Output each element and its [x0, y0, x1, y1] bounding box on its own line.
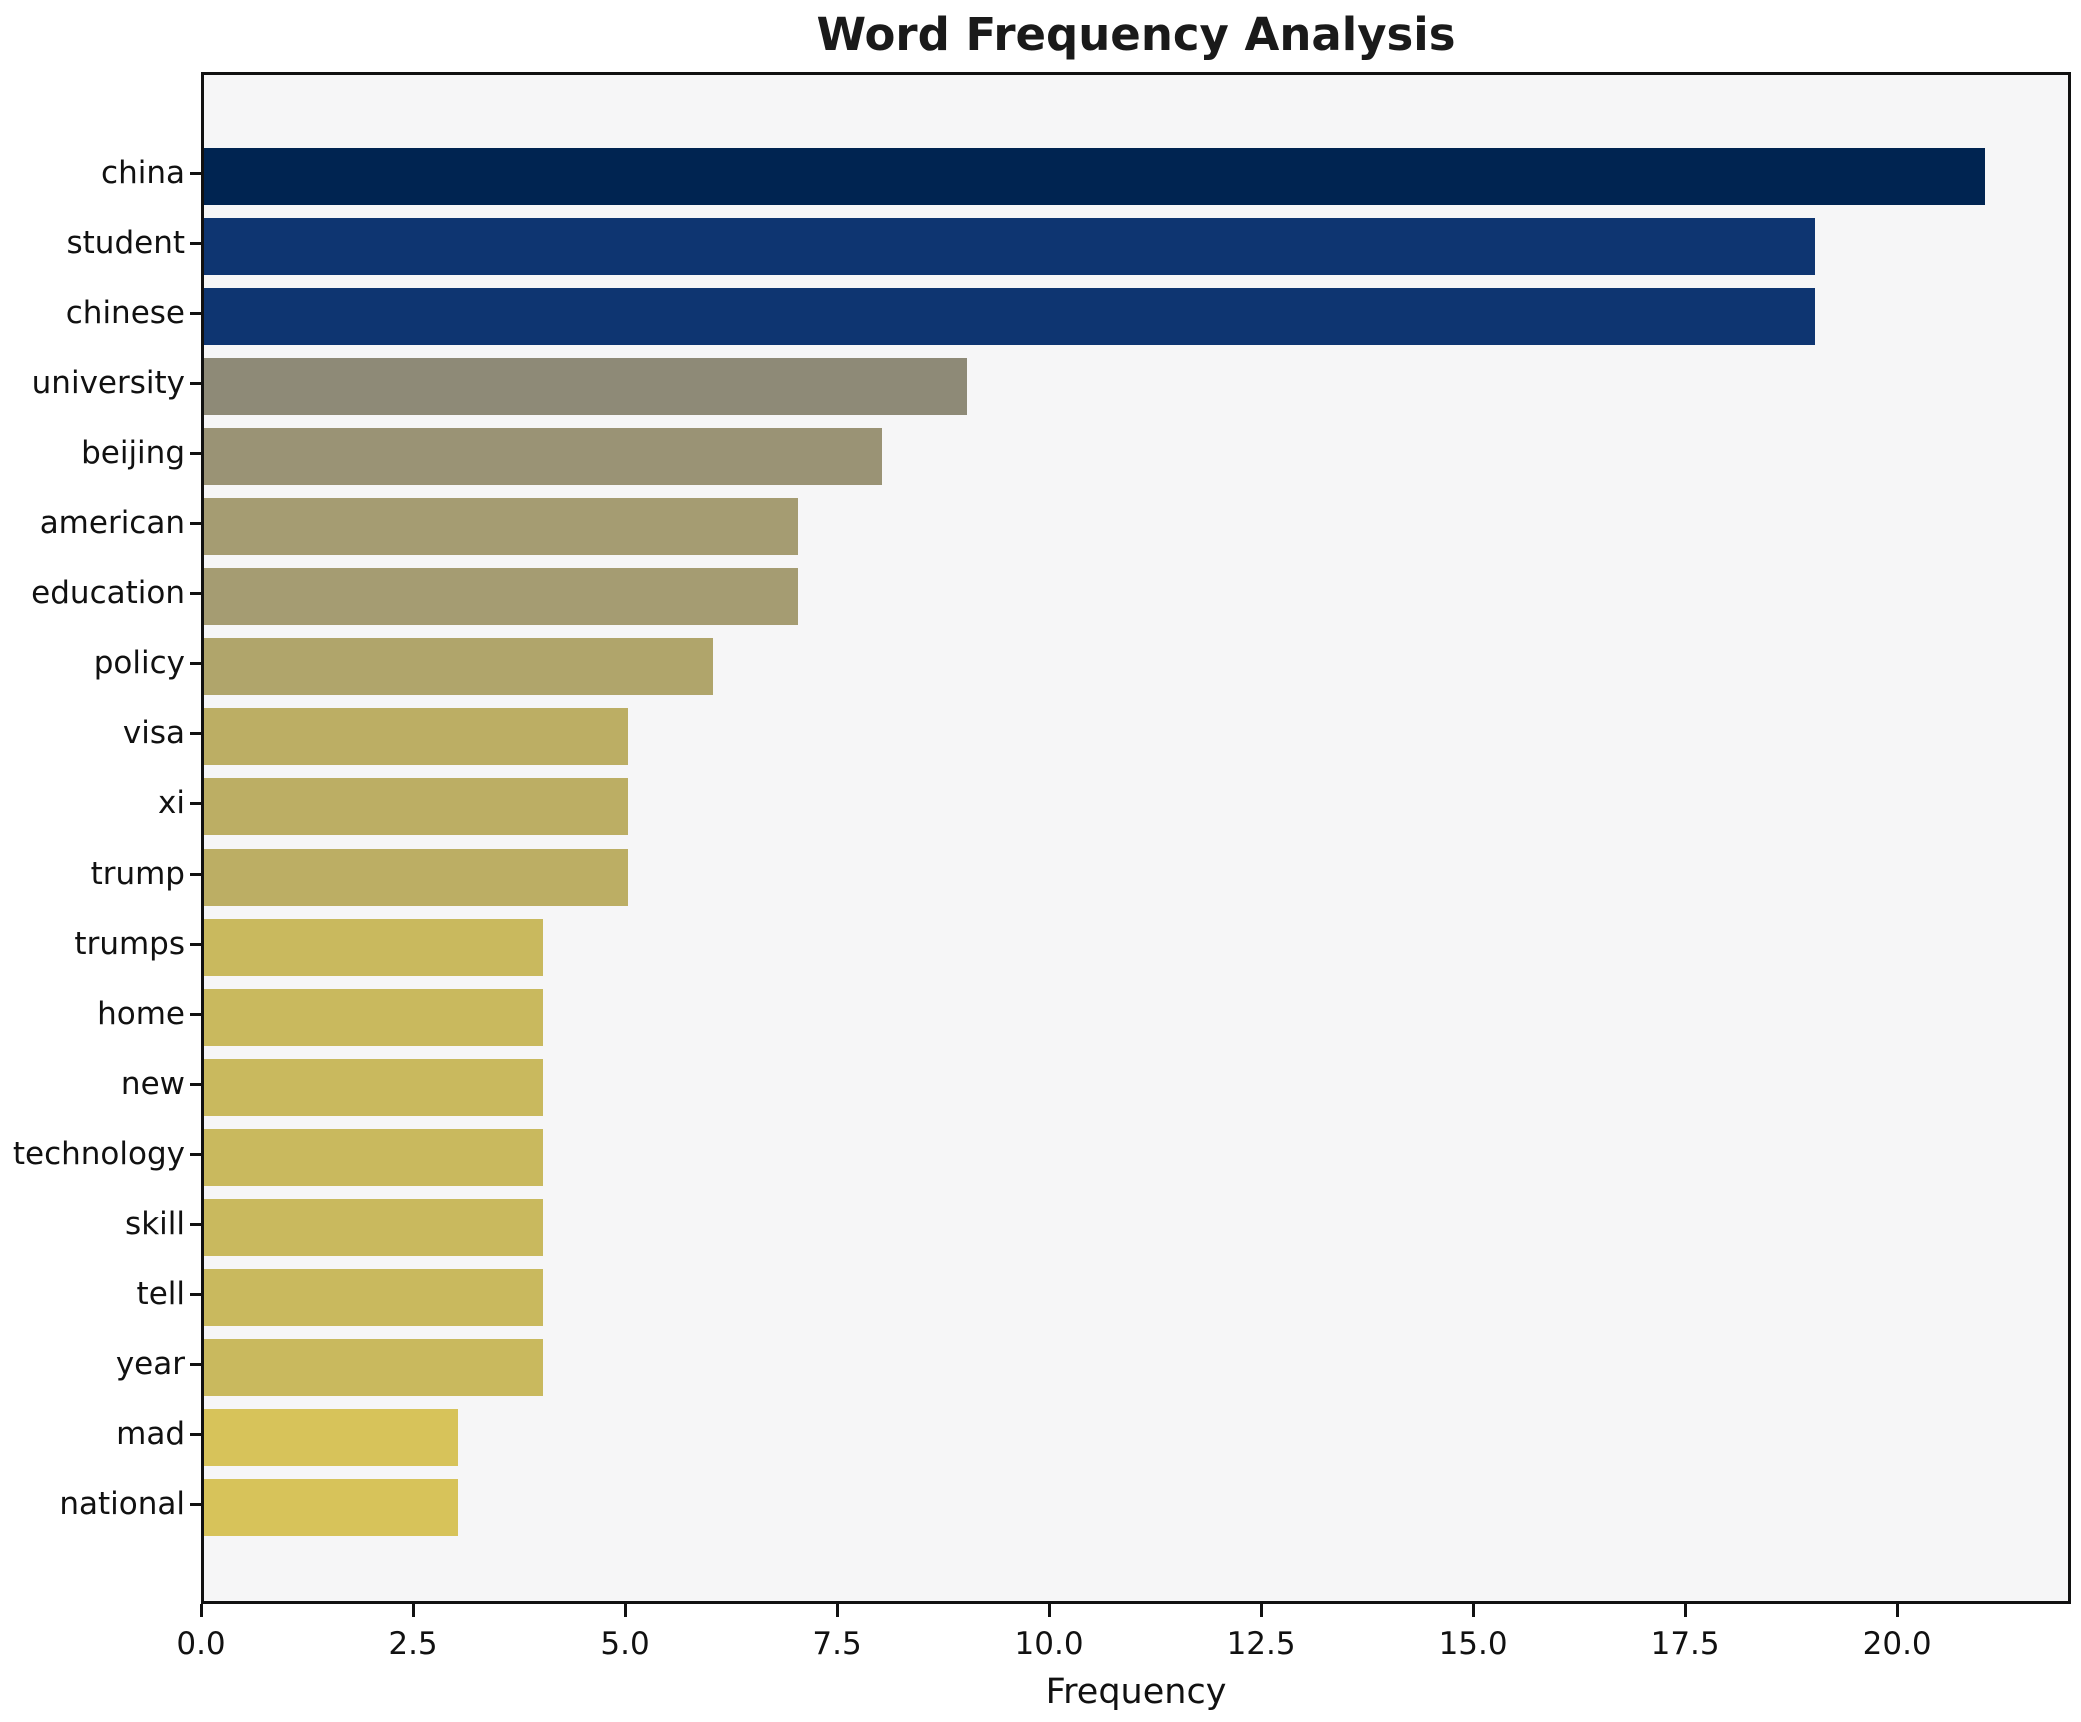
y-tick-label-university: university: [31, 364, 185, 401]
x-tick-label-20.0: 20.0: [1862, 1626, 1932, 1662]
y-tick-mark: [190, 1363, 201, 1367]
bar-xi: [204, 778, 629, 836]
bar-home: [204, 988, 544, 1046]
y-tick-label-skill: skill: [125, 1206, 185, 1243]
bar-university: [204, 357, 968, 415]
x-axis-title: Frequency: [1045, 1672, 1227, 1712]
y-tick-label-visa: visa: [122, 715, 185, 752]
bar-new: [204, 1058, 544, 1116]
y-tick-mark: [190, 311, 201, 315]
bar-tell: [204, 1269, 544, 1327]
y-tick-label-technology: technology: [12, 1135, 185, 1172]
x-tick-mark: [1683, 1604, 1687, 1617]
y-tick-mark: [190, 802, 201, 806]
y-tick-label-tell: tell: [136, 1276, 185, 1313]
y-tick-label-american: american: [39, 505, 185, 542]
y-tick-label-national: national: [59, 1486, 185, 1523]
x-tick-label-15.0: 15.0: [1438, 1626, 1508, 1662]
y-tick-mark: [190, 171, 201, 175]
x-tick-mark: [1895, 1604, 1899, 1617]
bar-skill: [204, 1199, 544, 1257]
x-tick-mark: [1259, 1604, 1263, 1617]
x-tick-mark: [1471, 1604, 1475, 1617]
x-tick-mark: [199, 1604, 203, 1617]
y-tick-label-mad: mad: [116, 1416, 185, 1453]
bar-chinese: [204, 287, 1816, 345]
y-tick-label-student: student: [66, 224, 185, 261]
y-tick-label-new: new: [120, 1065, 185, 1102]
y-tick-label-trumps: trumps: [74, 925, 185, 962]
y-tick-label-chinese: chinese: [65, 294, 185, 331]
y-tick-label-china: china: [101, 154, 185, 191]
y-tick-label-year: year: [115, 1346, 185, 1383]
x-tick-label-0.0: 0.0: [176, 1626, 226, 1662]
x-tick-label-12.5: 12.5: [1226, 1626, 1296, 1662]
bar-american: [204, 498, 798, 556]
bar-china: [204, 147, 1985, 205]
y-tick-mark: [190, 942, 201, 946]
bar-year: [204, 1339, 544, 1397]
bar-student: [204, 217, 1816, 275]
bar-technology: [204, 1128, 544, 1186]
y-tick-mark: [190, 241, 201, 245]
x-tick-label-5.0: 5.0: [600, 1626, 650, 1662]
bar-visa: [204, 708, 629, 766]
y-tick-mark: [190, 451, 201, 455]
x-tick-label-2.5: 2.5: [388, 1626, 438, 1662]
x-tick-label-7.5: 7.5: [812, 1626, 862, 1662]
bar-mad: [204, 1409, 459, 1467]
y-tick-mark: [190, 1152, 201, 1156]
y-tick-mark: [190, 592, 201, 596]
y-tick-mark: [190, 1503, 201, 1507]
y-tick-label-home: home: [97, 995, 185, 1032]
y-tick-mark: [190, 522, 201, 526]
y-tick-mark: [190, 1433, 201, 1437]
x-tick-label-17.5: 17.5: [1650, 1626, 1720, 1662]
bar-policy: [204, 638, 713, 696]
x-tick-mark: [1047, 1604, 1051, 1617]
y-tick-mark: [190, 381, 201, 385]
chart-title: Word Frequency Analysis: [816, 8, 1456, 61]
y-tick-mark: [190, 662, 201, 666]
plot-area: [201, 72, 2071, 1604]
y-tick-label-education: education: [31, 575, 185, 612]
y-tick-mark: [190, 1223, 201, 1227]
y-tick-mark: [190, 1293, 201, 1297]
y-tick-label-beijing: beijing: [81, 434, 185, 471]
bar-national: [204, 1479, 459, 1537]
y-tick-label-xi: xi: [158, 785, 185, 822]
y-tick-mark: [190, 1082, 201, 1086]
bar-beijing: [204, 427, 883, 485]
y-tick-mark: [190, 872, 201, 876]
x-tick-mark: [835, 1604, 839, 1617]
bar-trumps: [204, 918, 544, 976]
x-tick-label-10.0: 10.0: [1014, 1626, 1084, 1662]
x-tick-mark: [623, 1604, 627, 1617]
x-tick-mark: [411, 1604, 415, 1617]
y-tick-mark: [190, 732, 201, 736]
bar-trump: [204, 848, 629, 906]
bar-education: [204, 568, 798, 626]
y-tick-label-policy: policy: [93, 645, 185, 682]
y-tick-label-trump: trump: [90, 855, 185, 892]
y-tick-mark: [190, 1012, 201, 1016]
